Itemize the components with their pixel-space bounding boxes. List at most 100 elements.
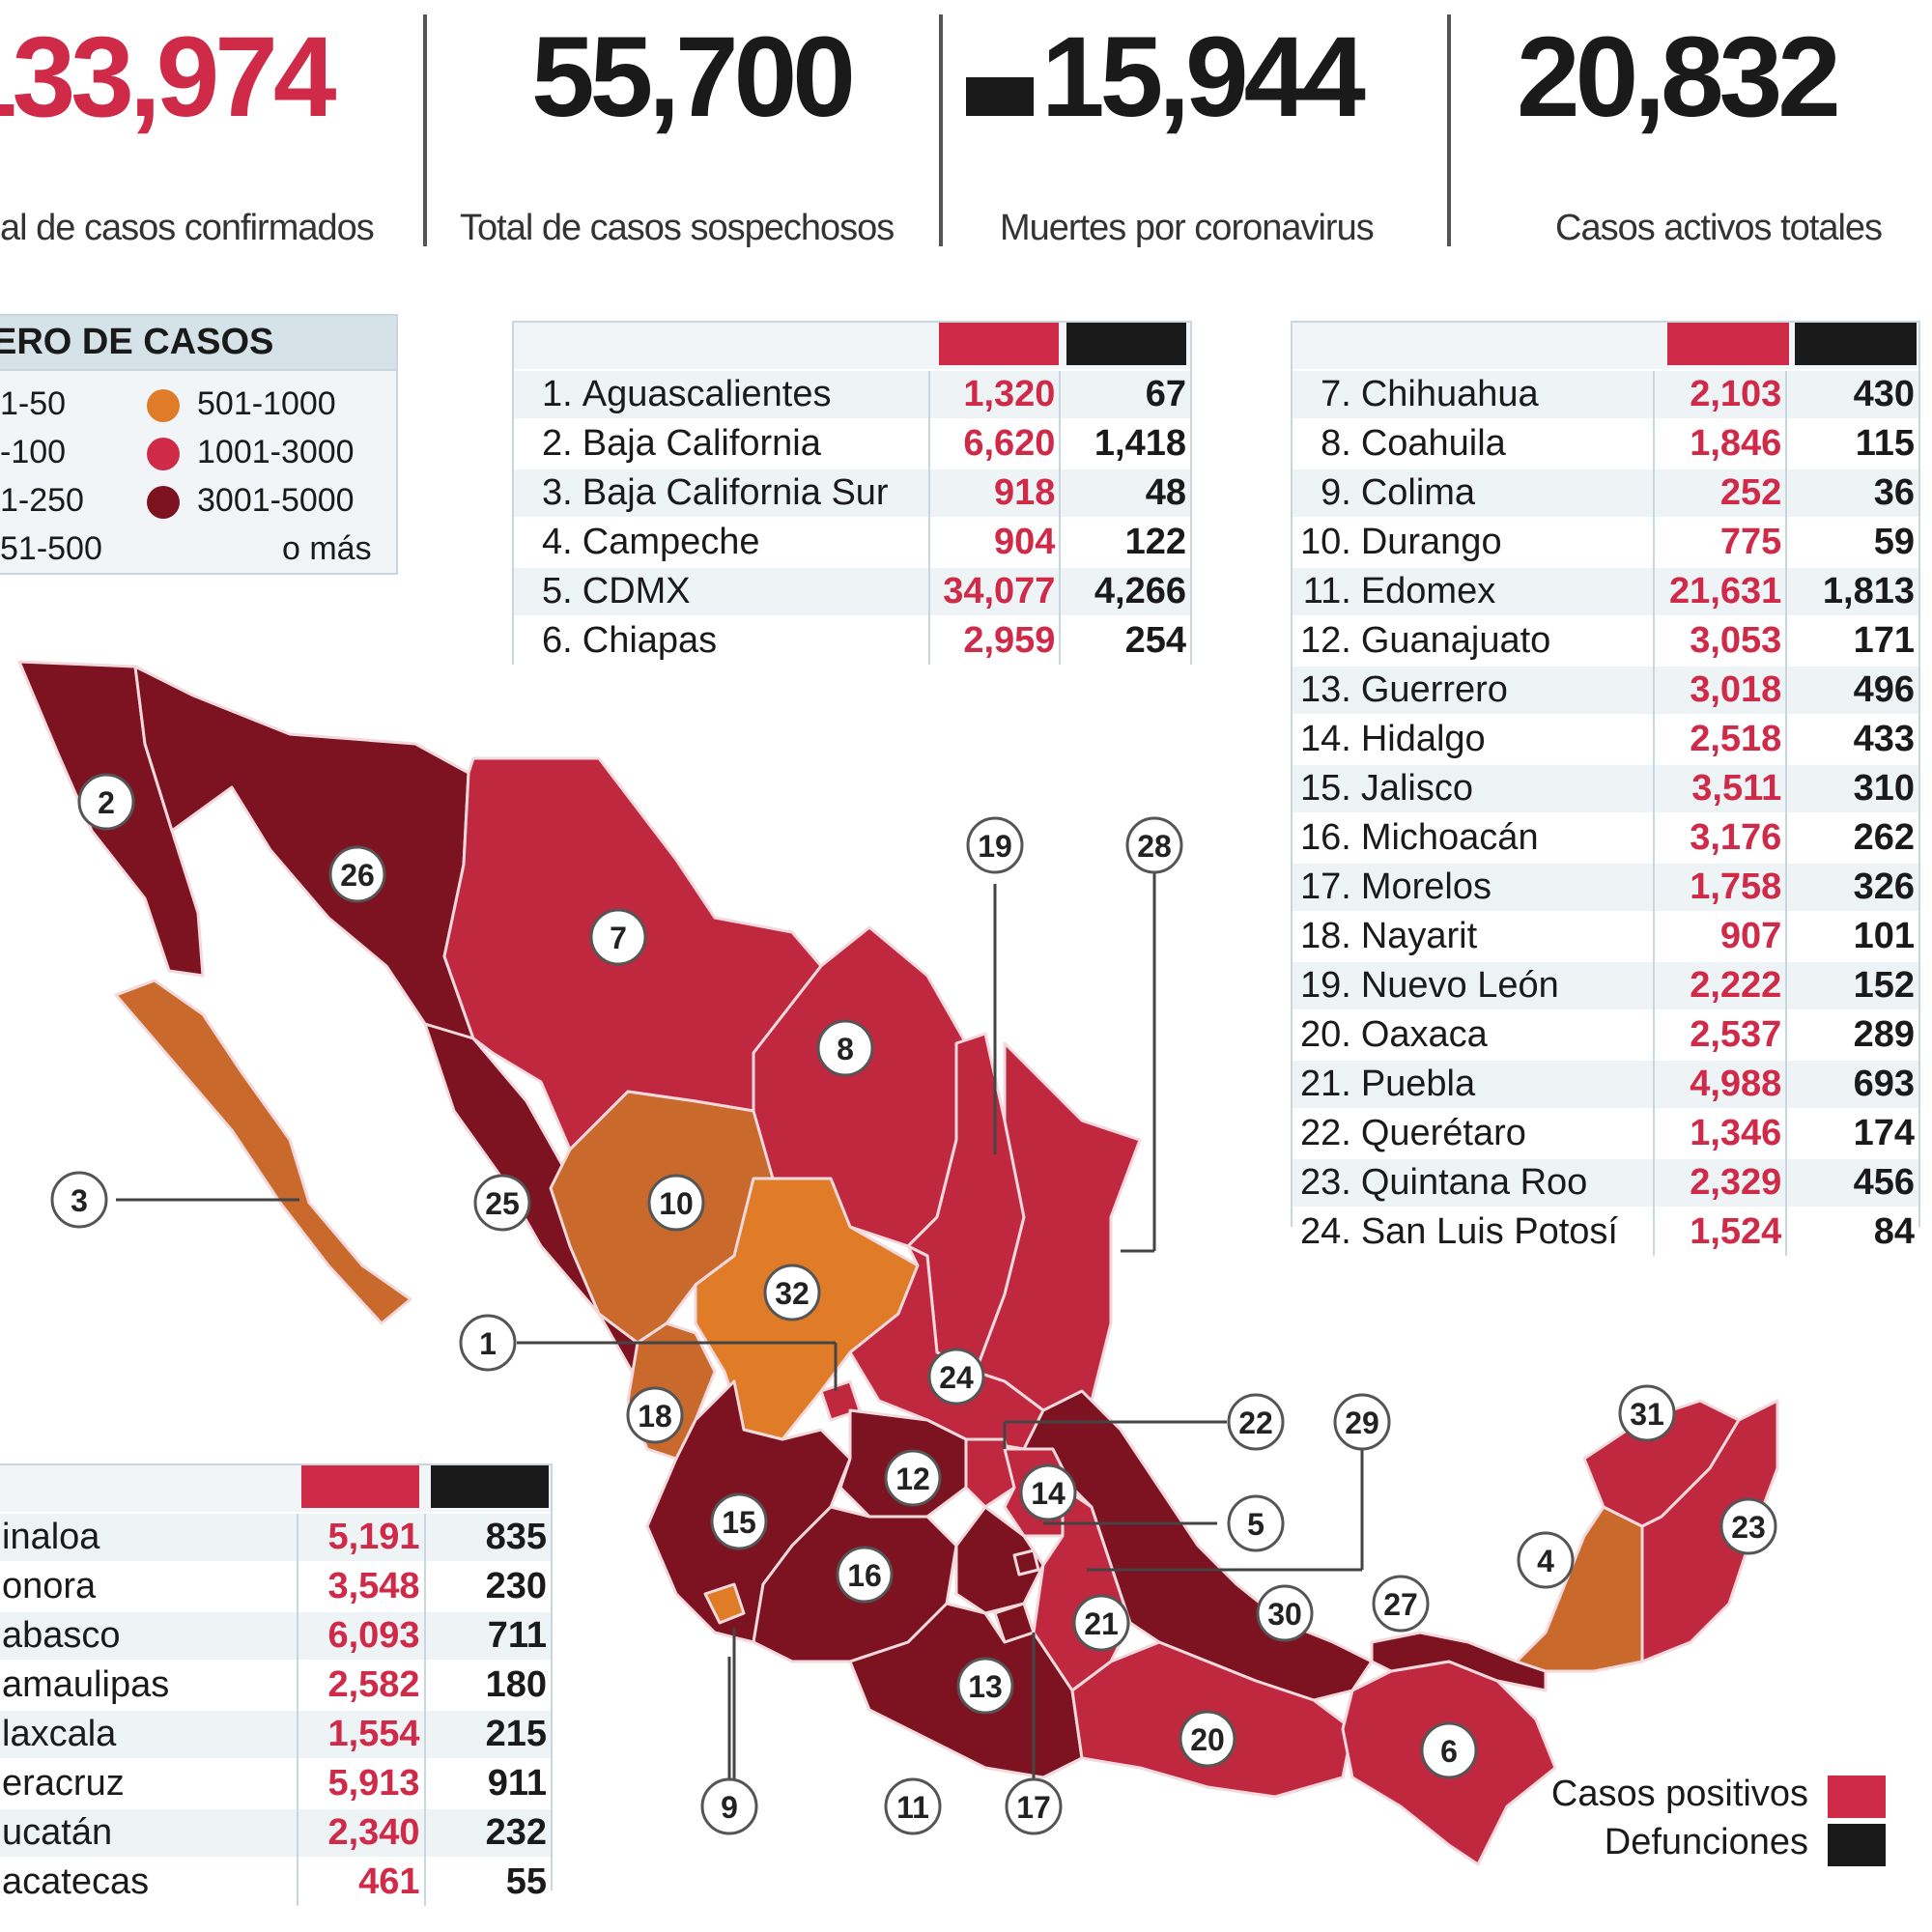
map-label-circle [1227,1494,1285,1552]
table-row: 20. Oaxaca 2,537 289 [1293,1009,1918,1060]
region-colima [703,1582,746,1625]
state-number: 19. [1293,960,1357,1010]
state-number: 18. [1293,911,1357,961]
map-state-label-29: 29 [1333,1393,1391,1451]
state-cases: 2,959 [927,615,1061,665]
map-label-circle [328,845,386,903]
state-deaths: 67 [1059,369,1190,419]
map-label-text: 14 [1031,1476,1065,1511]
map-label-text: 6 [1440,1734,1458,1769]
stat-confirmed-value: 133,974 [0,14,337,141]
state-name: Quintana Roo [1356,1157,1654,1208]
key-positive-swatch [1828,1776,1886,1818]
state-name: Nayarit [1356,911,1654,961]
map-state-label-17: 17 [1005,1777,1063,1835]
map-label-text: 5 [1247,1507,1264,1542]
state-deaths: 215 [423,1709,551,1759]
table-row: 5. CDMX 34,077 4,266 [514,566,1190,616]
state-deaths: 433 [1785,714,1918,764]
map-label-text: 8 [837,1032,854,1066]
state-cases: 34,077 [927,566,1061,616]
map-label-text: 18 [638,1399,672,1434]
state-cases: 461 [296,1857,425,1906]
map-label-circle [1125,816,1183,874]
map-label-text: 25 [485,1186,520,1221]
region-queretaro [964,1437,1016,1509]
region-edomex [954,1505,1045,1615]
map-state-label-30: 30 [1256,1584,1314,1642]
table-row: 17. Morelos 1,758 326 [1293,862,1918,912]
table-row: abasco 6,093 711 [0,1610,551,1661]
stat-active-caption: Casos activos totales [1555,208,1883,248]
map-label-circle [589,908,647,966]
state-number: 1. [514,369,579,419]
state-number: 17. [1293,862,1357,912]
state-deaths: 430 [1785,369,1918,419]
state-deaths: 59 [1785,517,1918,567]
table-row: onora 3,548 230 [0,1561,551,1611]
map-state-label-20: 20 [1179,1710,1236,1768]
state-cases: 3,176 [1652,812,1787,863]
map-label-text: 24 [939,1360,974,1395]
state-number: 14. [1293,714,1357,764]
table-row: 4. Campeche 904 122 [514,517,1190,567]
map-label-circle [836,1546,894,1604]
legend-title: ERO DE CASOS [0,316,396,371]
map-label-text: 19 [978,829,1012,864]
map-label-circle [1019,1463,1077,1521]
map-state-label-1: 1 [459,1314,517,1372]
map-state-label-27: 27 [1372,1575,1430,1633]
map-label-circle [647,1174,705,1232]
state-deaths: 152 [1785,960,1918,1010]
state-deaths: 310 [1785,763,1918,813]
divider [423,14,427,246]
state-name: Hidalgo [1356,714,1654,764]
state-cases: 1,320 [927,369,1061,419]
state-name: amaulipas [0,1660,298,1710]
state-number: 15. [1293,763,1357,813]
state-deaths: 84 [1785,1207,1918,1256]
state-deaths: 835 [423,1512,551,1562]
map-label-circle [1072,1594,1130,1652]
map-label-text: 29 [1345,1406,1379,1440]
map-label-circle [710,1492,768,1550]
state-name: acatecas [0,1857,298,1906]
state-cases: 3,018 [1652,665,1787,715]
map-state-label-28: 28 [1125,816,1183,874]
state-deaths: 254 [1059,615,1190,665]
state-cases: 1,758 [1652,862,1787,912]
region-campeche [1515,1505,1644,1673]
legend-range: 51-500 [0,530,102,567]
state-cases: 3,511 [1652,763,1787,813]
stat-deaths: 15,944 Muertes por coronavirus [956,10,1439,251]
state-deaths: 326 [1785,862,1918,912]
map-state-label-32: 32 [763,1264,821,1321]
state-cases: 252 [1652,468,1787,518]
table-row: 9. Colima 252 36 [1293,468,1918,518]
state-deaths: 4,266 [1059,566,1190,616]
map-label-circle [1517,1531,1575,1589]
table-row: 14. Hidalgo 2,518 433 [1293,714,1918,764]
state-name: Oaxaca [1356,1009,1654,1060]
map-label-text: 23 [1731,1510,1766,1545]
legend-swatch [147,438,180,470]
state-name: Colima [1356,468,1654,518]
state-number: 2. [514,418,579,469]
states-table-right: 7. Chihuahua 2,103 430 8. Coahuila 1,846 115 9. C… [1293,369,1918,1256]
legend-swatch [147,486,180,519]
stat-suspected: 55,700 Total de casos sospechosos [435,10,937,251]
table-row: 19. Nuevo León 2,222 152 [1293,960,1918,1010]
state-name: inaloa [0,1512,298,1562]
state-cases: 918 [927,468,1061,518]
state-name: Guanajuato [1356,615,1654,666]
map-label-text: 1 [479,1326,497,1361]
state-name: laxcala [0,1709,298,1759]
state-cases: 904 [927,517,1061,567]
state-deaths: 48 [1059,468,1190,518]
map-label-text: 15 [722,1505,756,1540]
state-cases: 1,846 [1652,418,1787,469]
state-number: 10. [1293,517,1357,567]
state-cases: 1,346 [1652,1108,1787,1158]
legend-range: 1-50 [0,385,67,422]
